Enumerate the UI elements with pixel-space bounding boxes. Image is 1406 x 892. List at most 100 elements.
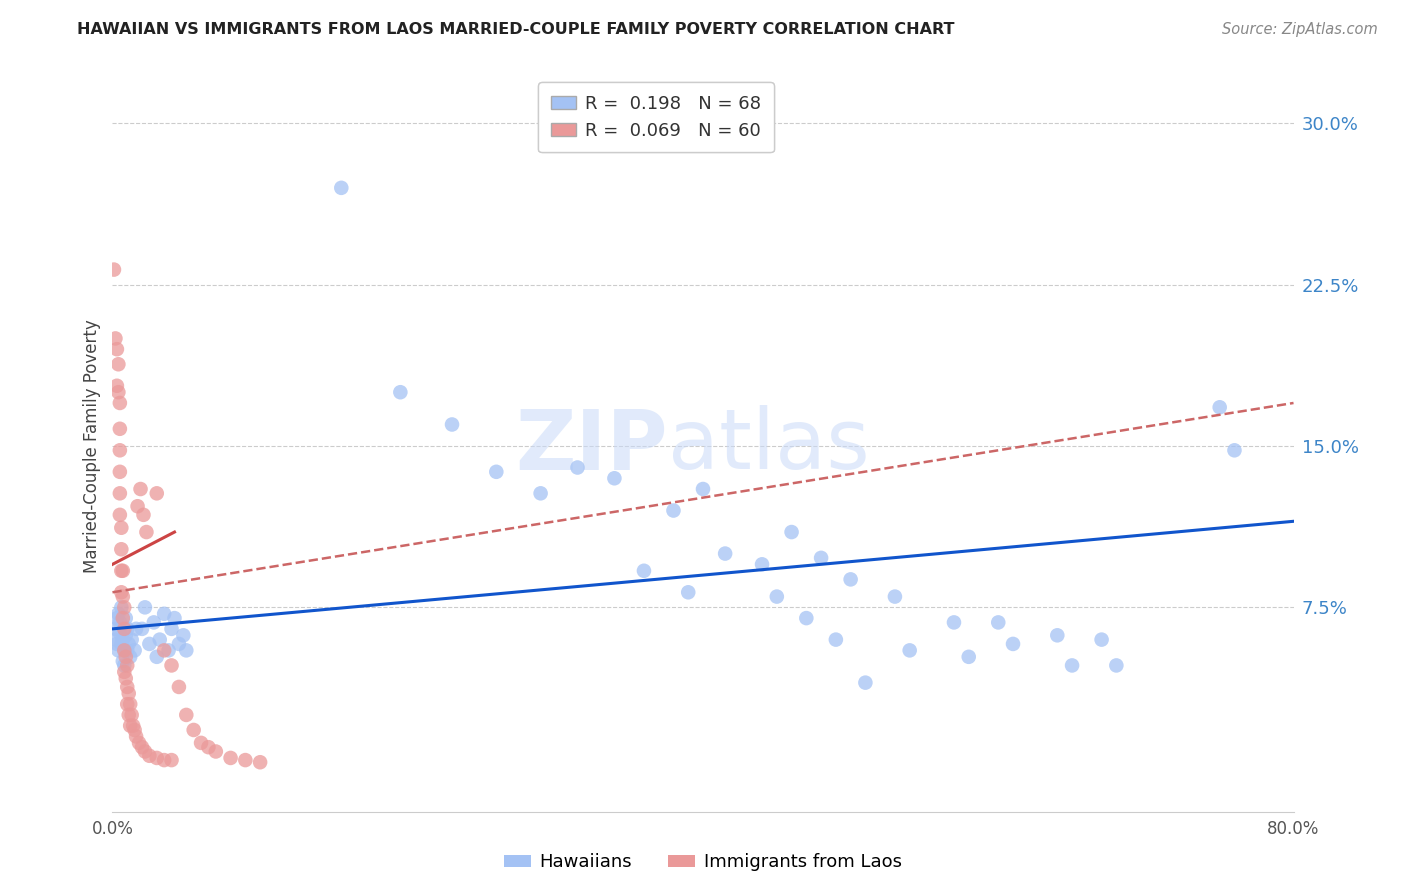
Point xyxy=(120,719,142,733)
Point xyxy=(110,542,132,557)
Point xyxy=(780,524,803,539)
Point xyxy=(1105,658,1128,673)
Point xyxy=(898,643,921,657)
Point xyxy=(1001,637,1024,651)
Point xyxy=(567,460,589,475)
Point xyxy=(107,643,129,657)
Point xyxy=(108,422,131,436)
Point xyxy=(124,643,146,657)
Point xyxy=(714,547,737,561)
Point xyxy=(167,637,190,651)
Point xyxy=(117,643,138,657)
Point xyxy=(146,486,169,500)
Point xyxy=(108,615,131,630)
Point xyxy=(146,751,169,765)
Point xyxy=(174,707,197,722)
Point xyxy=(117,680,138,694)
Point xyxy=(1062,658,1084,673)
Point xyxy=(120,697,142,711)
Point xyxy=(105,637,128,651)
Point xyxy=(160,658,183,673)
Text: Source: ZipAtlas.com: Source: ZipAtlas.com xyxy=(1222,22,1378,37)
Point xyxy=(163,611,186,625)
Text: HAWAIIAN VS IMMIGRANTS FROM LAOS MARRIED-COUPLE FAMILY POVERTY CORRELATION CHART: HAWAIIAN VS IMMIGRANTS FROM LAOS MARRIED… xyxy=(77,22,955,37)
Point xyxy=(118,686,141,700)
Point xyxy=(172,628,194,642)
Point xyxy=(839,573,862,587)
Point xyxy=(135,524,157,539)
Point xyxy=(104,632,127,647)
Point xyxy=(103,262,125,277)
Point xyxy=(120,649,142,664)
Point xyxy=(111,632,134,647)
Point xyxy=(157,643,180,657)
Point xyxy=(114,649,136,664)
Point xyxy=(174,643,197,657)
Point xyxy=(110,637,132,651)
Point xyxy=(131,622,153,636)
Point xyxy=(112,665,135,679)
Point xyxy=(121,707,143,722)
Point xyxy=(105,611,128,625)
Point xyxy=(112,658,135,673)
Point xyxy=(114,671,136,685)
Point xyxy=(105,378,128,392)
Point xyxy=(884,590,907,604)
Point xyxy=(118,707,141,722)
Point xyxy=(149,632,172,647)
Legend: R =  0.198   N = 68, R =  0.069   N = 60: R = 0.198 N = 68, R = 0.069 N = 60 xyxy=(538,82,773,153)
Point xyxy=(796,611,818,625)
Point xyxy=(111,611,134,625)
Point xyxy=(197,740,219,755)
Point xyxy=(125,622,148,636)
Point xyxy=(124,723,146,737)
Point xyxy=(824,632,846,647)
Point xyxy=(121,632,143,647)
Point xyxy=(957,649,980,664)
Point xyxy=(114,628,136,642)
Point xyxy=(104,331,127,345)
Point xyxy=(107,607,129,621)
Point xyxy=(167,680,190,694)
Point xyxy=(114,611,136,625)
Point xyxy=(190,736,212,750)
Point xyxy=(132,508,155,522)
Point xyxy=(1208,401,1232,415)
Point xyxy=(1046,628,1069,642)
Point xyxy=(249,756,271,770)
Point xyxy=(105,342,128,356)
Point xyxy=(1091,632,1114,647)
Point xyxy=(810,550,832,565)
Point xyxy=(112,622,135,636)
Point xyxy=(110,521,132,535)
Point xyxy=(633,564,655,578)
Point xyxy=(108,396,131,410)
Point xyxy=(330,181,353,195)
Point xyxy=(678,585,700,599)
Point xyxy=(855,675,877,690)
Point xyxy=(111,564,134,578)
Point xyxy=(110,600,132,615)
Point xyxy=(112,643,135,657)
Point xyxy=(108,465,131,479)
Point xyxy=(153,607,176,621)
Point xyxy=(138,748,160,763)
Point xyxy=(751,558,773,572)
Point xyxy=(662,503,685,517)
Point xyxy=(107,357,129,371)
Point xyxy=(987,615,1010,630)
Point xyxy=(233,753,256,767)
Point xyxy=(134,600,156,615)
Point xyxy=(117,697,138,711)
Point xyxy=(183,723,205,737)
Point xyxy=(127,500,149,514)
Point xyxy=(122,719,145,733)
Point xyxy=(104,622,127,636)
Point xyxy=(142,615,165,630)
Point xyxy=(118,637,141,651)
Point xyxy=(529,486,551,500)
Point xyxy=(110,564,132,578)
Point xyxy=(112,600,135,615)
Point xyxy=(441,417,464,432)
Point xyxy=(117,622,138,636)
